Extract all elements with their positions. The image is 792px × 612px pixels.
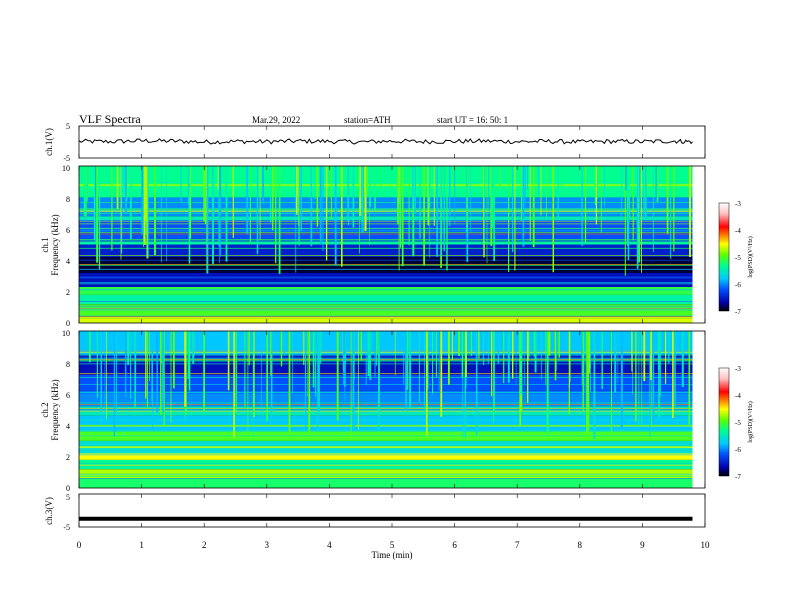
ch1-channel-label: ch.1 — [40, 237, 50, 252]
ch1-ytick-10: 10 — [62, 164, 70, 173]
ch1-spec-band-1 — [79, 304, 693, 317]
time-axis: 0 1 2 3 4 5 6 7 8 9 10 — [77, 126, 710, 550]
x-tick-label: 1 — [139, 540, 144, 550]
cb1-tick-m7: -7 — [735, 308, 741, 316]
ch1-spec-band-4 — [79, 272, 693, 287]
station-label: station=ATH — [344, 115, 391, 125]
cb1-tick-m6: -6 — [735, 281, 741, 289]
ch1-ylabel: ch.1(V) — [44, 128, 54, 156]
x-tick-label: 4 — [327, 540, 332, 550]
ch1-spec-band-0 — [79, 316, 693, 323]
ch2-frequency-label: Frequency (kHz) — [50, 379, 60, 440]
ch2-spec-band-0 — [79, 478, 693, 488]
colorbar-ch2: -3 -4 -5 -6 -7 log(PSD)(V²/Hz) — [718, 365, 754, 481]
ch1-ytick-bottom: -5 — [63, 154, 70, 163]
ch1-ytick-6: 6 — [66, 226, 70, 235]
x-tick-label: 5 — [390, 540, 395, 550]
start-ut-label: start UT = 16: 50: 1 — [437, 115, 508, 125]
ch2-ytick-4: 4 — [66, 422, 70, 431]
ch3-ytick-bottom: -5 — [63, 523, 70, 532]
ch1-spec-band-3 — [79, 286, 693, 295]
ch1-spec-band-6 — [79, 244, 693, 258]
figure-title: VLF Spectra — [79, 112, 141, 126]
ch2-channel-label: ch.2 — [40, 402, 50, 417]
x-tick-label: 2 — [202, 540, 207, 550]
colorbar-ch1: -3 -4 -5 -6 -7 log(PSD)(V²/Hz) — [718, 200, 754, 316]
date-label: Mar.29, 2022 — [252, 115, 300, 125]
ch2-ytick-0: 0 — [66, 484, 70, 493]
ch3-waveform-panel: ch.3(V) 5 -5 — [44, 493, 706, 532]
ch1-waveform-line — [78, 138, 693, 145]
cb1-tick-m5: -5 — [735, 254, 741, 262]
ch1-ytick-2: 2 — [66, 288, 70, 297]
ch1-waveform-panel: ch.1(V) 5 -5 — [44, 122, 706, 163]
x-tick-label: 8 — [578, 540, 583, 550]
cb1-label: log(PSD)(V²/Hz) — [747, 236, 754, 277]
ch2-spec-band-3 — [79, 453, 693, 460]
x-tick-label: 6 — [452, 540, 457, 550]
ch2-spectrogram-panel: ch.2 Frequency (kHz) 10 8 6 4 2 0 — [40, 329, 706, 493]
ch3-ytick-top: 5 — [66, 493, 70, 502]
ch1-ytick-8: 8 — [66, 195, 70, 204]
ch1-ytick-0: 0 — [66, 319, 70, 328]
ch1-spectrogram-panel: ch.1 Frequency (kHz) 10 8 6 4 2 0 — [40, 164, 706, 328]
ch2-spec-band-9 — [79, 375, 693, 391]
cb2-label: log(PSD)(V²/Hz) — [747, 401, 754, 442]
ch1-ytick-top: 5 — [66, 122, 70, 131]
ch1-spec-band-5 — [79, 257, 693, 273]
ch2-ytick-2: 2 — [66, 453, 70, 462]
ch2-ytick-8: 8 — [66, 360, 70, 369]
ch2-ytick-6: 6 — [66, 391, 70, 400]
cb1-tick-m4: -4 — [735, 227, 741, 235]
ch3-ylabel: ch.3(V) — [44, 497, 54, 525]
x-tick-label: 7 — [515, 540, 520, 550]
ch2-spec-band-11 — [79, 331, 693, 355]
cb2-tick-m3: -3 — [735, 365, 741, 373]
ch1-spec-band-2 — [79, 294, 693, 305]
cb2-tick-m4: -4 — [735, 392, 741, 400]
cb2-tick-m5: -5 — [735, 419, 741, 427]
x-tick-label: 3 — [265, 540, 270, 550]
cb1-tick-m3: -3 — [735, 200, 741, 208]
x-tick-label: 10 — [701, 540, 711, 550]
ch2-spectrogram-image — [79, 331, 693, 489]
ch2-ytick-10: 10 — [62, 329, 70, 338]
ch1-spec-band-7 — [79, 241, 693, 245]
x-tick-label: 9 — [640, 540, 645, 550]
cb2-tick-m7: -7 — [735, 473, 741, 481]
ch1-frequency-label: Frequency (kHz) — [50, 214, 60, 275]
ch1-spec-band-9 — [79, 216, 693, 221]
ch1-spectrogram-image — [79, 166, 693, 323]
ch2-spec-band-2 — [79, 459, 693, 470]
x-tick-label: 0 — [77, 540, 82, 550]
x-axis-label: Time (min) — [372, 550, 413, 560]
cb2-tick-m6: -6 — [735, 446, 741, 454]
ch2-spec-band-8 — [79, 390, 693, 407]
ch1-ytick-4: 4 — [66, 257, 70, 266]
